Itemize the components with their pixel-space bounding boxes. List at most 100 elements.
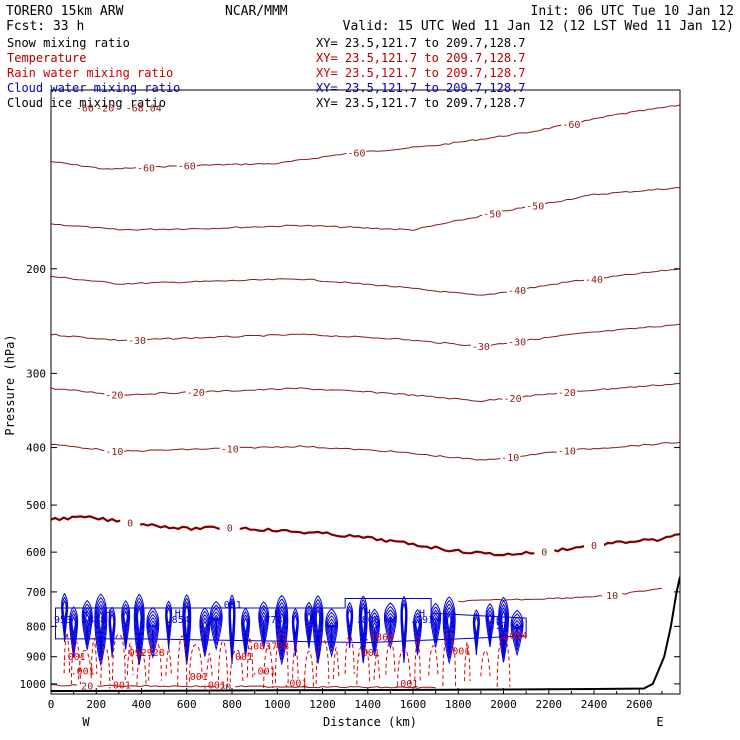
isotherm-label-bg	[556, 386, 577, 398]
extreme-label: -20	[96, 104, 114, 115]
cloud-water-contour	[369, 612, 380, 652]
rain-label: .1084	[498, 631, 528, 642]
isotherm-line	[51, 323, 680, 348]
isotherm-label-bg	[77, 679, 98, 691]
isotherm-line	[51, 515, 680, 557]
cloud-water-contour	[306, 611, 312, 636]
rain-contour	[70, 641, 81, 685]
isotherm-label-bg	[346, 146, 367, 158]
rain-contour	[315, 638, 330, 684]
rain-contour	[332, 647, 340, 679]
y-tick-label: 300	[26, 367, 46, 380]
cloud-water-contour	[327, 618, 336, 644]
x-tick-label: 1800	[445, 698, 472, 711]
cloud-water-contour	[511, 613, 523, 651]
y-tick-label: 800	[26, 620, 46, 633]
x-tick-label: 2600	[626, 698, 653, 711]
cloud-water-contour	[498, 596, 509, 663]
cloud-water-contour	[291, 607, 299, 657]
cloud-water-max-marker: H	[419, 608, 425, 619]
cloud-water-contour	[445, 606, 454, 651]
isotherm-label-bg	[219, 442, 240, 454]
cloud-water-contour	[94, 593, 108, 667]
rain-contour	[126, 642, 134, 675]
isotherm-label: -60	[347, 149, 365, 160]
cloud-water-contour	[149, 620, 156, 641]
cloud-water-contour	[69, 606, 79, 658]
isotherm-label-bg	[470, 340, 491, 352]
isotherm-label: 0	[127, 519, 133, 530]
isotherm-label-bg	[502, 391, 523, 403]
x-tick-label: 0	[48, 698, 55, 711]
cloud-water-contour	[199, 607, 211, 657]
cloud-water-contour	[293, 614, 298, 648]
cloud-water-max-marker: H	[365, 608, 371, 619]
rain-contour	[428, 645, 439, 676]
cloud-water-contour	[85, 613, 90, 633]
cloud-water-contour	[166, 607, 171, 641]
cloud-water-contour	[326, 611, 338, 652]
cloud-water-contour	[358, 595, 368, 664]
cloud-water-contour	[183, 597, 191, 661]
cloud-water-contour	[261, 614, 266, 632]
isotherm-label-bg	[185, 386, 206, 398]
field-label-cloud-ice: Cloud ice mixing ratio	[7, 96, 166, 110]
cloud-water-contour	[314, 602, 322, 656]
cloud-water-label: .53	[490, 621, 508, 632]
cloud-water-contour	[214, 617, 219, 628]
rain-contour	[206, 652, 213, 677]
cloud-water-contour	[258, 601, 270, 649]
xy-temperature: XY= 23.5,121.7 to 209.7,128.7	[316, 51, 526, 65]
cloud-water-contour	[512, 616, 522, 647]
cloud-water-contour	[387, 615, 394, 631]
cloud-water-label: .791	[410, 615, 434, 626]
rain-contour	[303, 650, 314, 689]
cloud-water-contour	[201, 617, 208, 645]
cloud-water-contour	[211, 607, 221, 641]
cloud-water-contour	[346, 601, 354, 648]
header: TORERO 15km ARW NCAR/MMM Init: 06 UTC Tu…	[6, 4, 734, 34]
cloud-water-contour	[413, 612, 422, 652]
cloud-water-contour	[133, 593, 145, 665]
cloud-water-contour	[360, 602, 367, 656]
rain-label: .001	[252, 667, 276, 678]
cloud-water-contour	[326, 615, 337, 648]
isotherm-label-bg	[507, 335, 528, 347]
field-label-cloud-water: Cloud water mixing ratio	[7, 81, 180, 95]
xy-cloud-ice: XY= 23.5,121.7 to 209.7,128.7	[316, 96, 526, 110]
cloud-water-contour	[384, 602, 397, 650]
y-tick-label: 200	[26, 263, 46, 276]
cloud-water-contour	[472, 609, 480, 656]
rain-contour	[165, 647, 172, 676]
cloud-water-contour	[70, 612, 77, 650]
cloud-water-contour	[431, 606, 441, 644]
cloud-water-contour	[150, 623, 155, 637]
cloud-water-contour	[487, 613, 493, 635]
x-tick-label: 600	[177, 698, 197, 711]
rain-contour	[229, 649, 244, 683]
cloud-water-contour	[183, 601, 190, 657]
rain-contour	[63, 632, 71, 674]
rain-label: .001	[107, 680, 131, 691]
rain-contour	[292, 642, 299, 679]
cloud-water-contour	[306, 608, 312, 640]
isotherm-label: 10	[606, 591, 618, 602]
isotherm-label: -30	[508, 338, 526, 349]
cloud-water-contour	[304, 601, 314, 649]
cloud-water-label: .778	[258, 615, 282, 626]
xy-rain: XY= 23.5,121.7 to 209.7,128.7	[316, 66, 526, 80]
rain-label: .001	[394, 679, 418, 690]
west-endpoint-label: W	[82, 715, 90, 729]
x-axis: 0 200 400 600 800 1000 1200 1400 1600 1800 2000 220…	[48, 688, 663, 711]
rain-label: .001	[184, 672, 208, 683]
cloud-water-contour	[313, 598, 323, 660]
cloud-water-contour	[61, 592, 69, 642]
rain-contour	[112, 633, 126, 680]
cloud-water-contour	[95, 597, 107, 662]
field-label-snow: Snow mixing ratio	[7, 36, 130, 50]
cloud-water-contour	[83, 606, 91, 642]
cloud-water-contour	[165, 603, 172, 645]
cloud-water-contour	[485, 603, 495, 648]
cloud-water-contour	[96, 600, 106, 658]
